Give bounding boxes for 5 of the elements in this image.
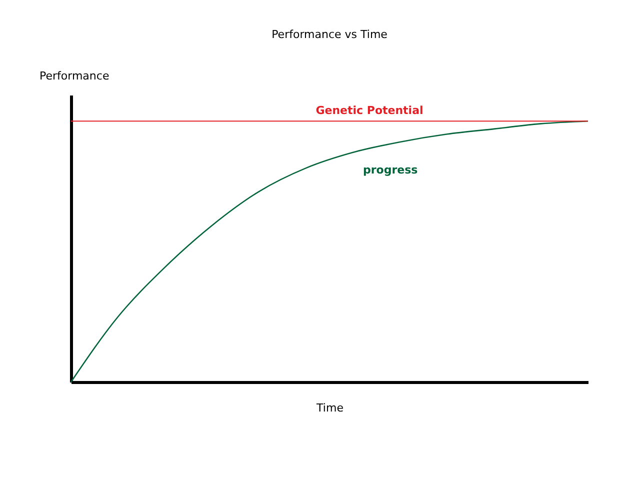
- ref-line-label: Genetic Potential: [316, 104, 424, 118]
- chart-title: Performance vs Time: [272, 28, 388, 41]
- y-axis-title: Performance: [40, 70, 110, 82]
- x-axis-title: Time: [316, 402, 344, 414]
- series-label: progress: [363, 163, 418, 176]
